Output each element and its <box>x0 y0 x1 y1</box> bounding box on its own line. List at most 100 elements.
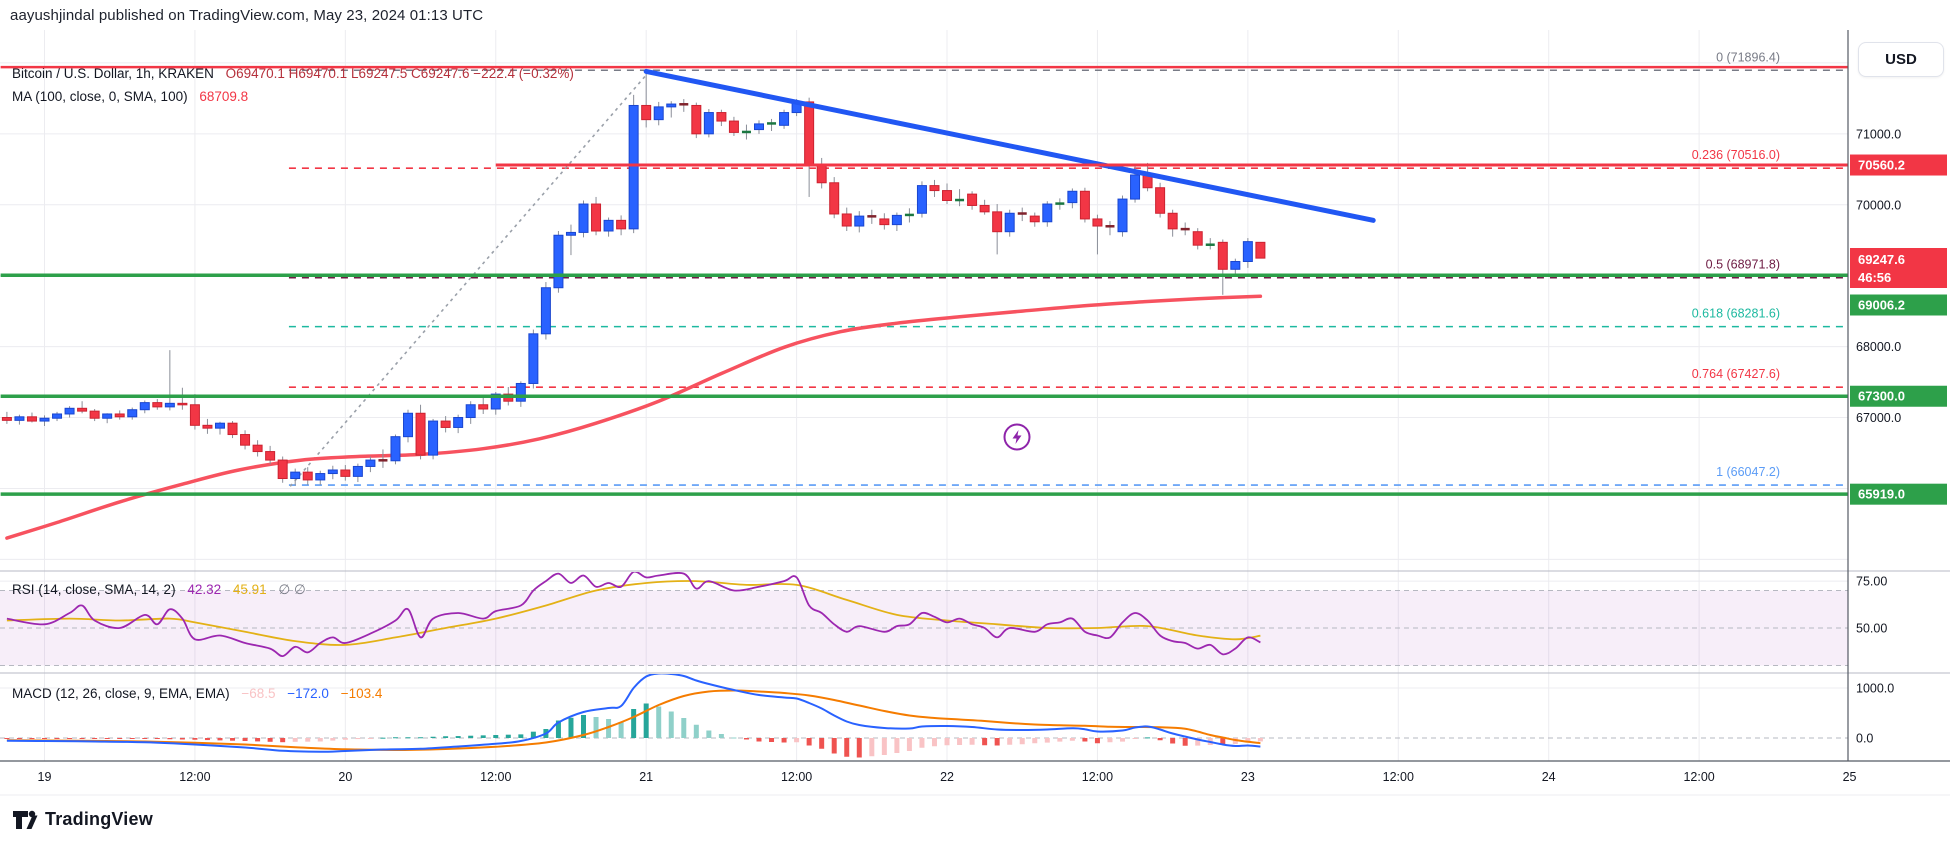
price-tick-label: 70000.0 <box>1856 198 1901 212</box>
candle-down <box>929 185 940 192</box>
overlay-lines <box>0 65 1848 496</box>
candle-up <box>1067 190 1078 204</box>
candle-down <box>252 444 263 453</box>
candle-down <box>277 459 288 480</box>
macd-legend: MACD (12, 26, close, 9, EMA, EMA) −68.5 … <box>12 686 383 701</box>
time-tick-label: 22 <box>940 770 954 784</box>
candle-down <box>967 193 978 206</box>
candle-up <box>753 123 764 131</box>
candle-down <box>202 424 213 429</box>
candle-down <box>77 407 88 412</box>
price-tick-label: 67000.0 <box>1856 411 1901 425</box>
candle-up <box>14 416 25 421</box>
ma-legend-title[interactable]: MA (100, close, 0, SMA, 100) <box>12 89 188 104</box>
candle-down <box>152 402 163 408</box>
dotted-trendline[interactable] <box>289 70 651 487</box>
candle-down <box>728 120 739 133</box>
candle-down <box>841 213 852 227</box>
tradingview-logo-text: TradingView <box>45 808 153 829</box>
candle-up <box>666 103 677 108</box>
macd-legend-title[interactable]: MACD (12, 26, close, 9, EMA, EMA) <box>12 686 230 701</box>
candle-up <box>428 420 439 456</box>
price-tick-label: 71000.0 <box>1856 127 1901 141</box>
candle-down <box>1079 190 1090 220</box>
time-tick-label: 23 <box>1241 770 1255 784</box>
candle-up <box>164 402 175 408</box>
candle-down <box>478 404 489 410</box>
candle-up <box>52 413 63 419</box>
candle-up <box>578 203 589 233</box>
rsi-signal-value: 45.91 <box>233 582 267 597</box>
support-price-badge <box>1850 385 1947 407</box>
candle-up <box>1117 198 1128 233</box>
support-price-badge-text: 69006.2 <box>1858 298 1905 313</box>
macd-line-value: −172.0 <box>287 686 329 701</box>
time-tick-label: 12:00 <box>1082 770 1113 784</box>
time-axis[interactable]: 19 12:00 20 12:00 21 12:00 22 12:00 23 12:00 24 12:… <box>38 770 1857 784</box>
rsi-legend-title[interactable]: RSI (14, close, SMA, 14, 2) <box>12 582 176 597</box>
candle-down <box>1192 231 1203 246</box>
currency-toggle-button[interactable]: USD <box>1858 42 1944 77</box>
candle-up <box>139 402 150 411</box>
fib-level-label: 0 (71896.4) <box>1716 50 1780 64</box>
support-price-badge <box>1850 294 1947 316</box>
candle-down <box>340 469 351 477</box>
candle-down <box>265 451 276 461</box>
macd-line <box>6 674 1261 753</box>
candle-up <box>39 417 50 422</box>
candle-up <box>1004 212 1015 233</box>
candle-down <box>240 434 251 446</box>
symbol-legend-title[interactable]: Bitcoin / U.S. Dollar, 1h, KRAKEN <box>12 66 214 81</box>
candle-down <box>1029 215 1040 223</box>
blue-trendline[interactable] <box>643 68 1376 223</box>
candle-down <box>979 204 990 213</box>
candle-doji <box>679 103 689 106</box>
candle-down <box>227 422 238 436</box>
ma-legend: MA (100, close, 0, SMA, 100) 68709.8 <box>12 89 248 104</box>
candle-down <box>591 203 602 232</box>
fib-retracement-lines[interactable]: 0 (71896.4) 0.236 (70516.0) 0.5 (68971.8) 0… <box>288 50 1848 486</box>
candle-up <box>365 459 376 467</box>
gridlines <box>0 30 1848 761</box>
candle-down <box>114 413 125 418</box>
rsi-tick-label: 50.00 <box>1856 622 1887 636</box>
candlestick-series <box>1 68 1376 758</box>
candle-doji <box>741 130 751 134</box>
time-tick-label: 25 <box>1843 770 1857 784</box>
ma-value: 68709.8 <box>199 89 248 104</box>
candle-down <box>942 190 953 201</box>
macd-tick-label: 1000.0 <box>1856 682 1894 696</box>
candle-doji <box>1055 202 1065 205</box>
candle-up <box>390 436 401 462</box>
time-tick-label: 12:00 <box>1383 770 1414 784</box>
fib-level-label: 0.764 (67427.6) <box>1692 367 1780 381</box>
candle-up <box>1242 241 1253 262</box>
candle-up <box>403 412 414 438</box>
macd-histogram <box>4 703 1263 758</box>
rsi-hidden-inputs: ∅ ∅ <box>278 582 305 597</box>
rsi-line <box>6 572 1261 657</box>
lightning-badge-icon[interactable] <box>1003 423 1031 451</box>
candle-doji <box>1205 243 1215 246</box>
macd-tick-label: 0.0 <box>1856 732 1873 746</box>
tradingview-logo[interactable]: TradingView <box>12 806 153 832</box>
time-tick-label: 12:00 <box>1683 770 1714 784</box>
candle-down <box>716 112 727 122</box>
candle-down <box>415 412 426 456</box>
candle-down <box>829 182 840 215</box>
candle-down <box>1217 241 1228 270</box>
ohlc-values: O69470.1 H69470.1 L69247.5 C69247.6 −222… <box>226 66 574 81</box>
candle-down <box>26 416 37 422</box>
candle-up <box>653 106 664 121</box>
candle-up <box>528 333 539 384</box>
last-price-badge <box>1850 248 1947 288</box>
candle-down <box>992 211 1003 233</box>
candle-down <box>879 218 890 226</box>
candle-doji <box>904 213 914 217</box>
candle-down <box>691 104 702 135</box>
candle-up <box>127 409 138 418</box>
price-axis[interactable]: 71000.070000.068000.067000.066000.075.00… <box>0 30 1950 796</box>
candle-up <box>1042 203 1053 223</box>
candle-up <box>854 215 865 227</box>
